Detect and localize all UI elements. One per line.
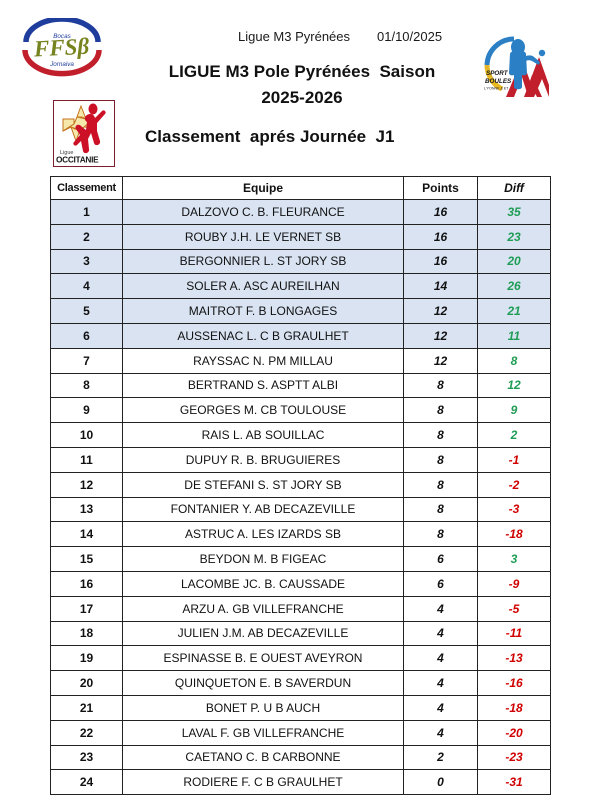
svg-text:OCCITANIE: OCCITANIE [56,155,99,165]
svg-text:FFSβ: FFSβ [32,34,90,62]
